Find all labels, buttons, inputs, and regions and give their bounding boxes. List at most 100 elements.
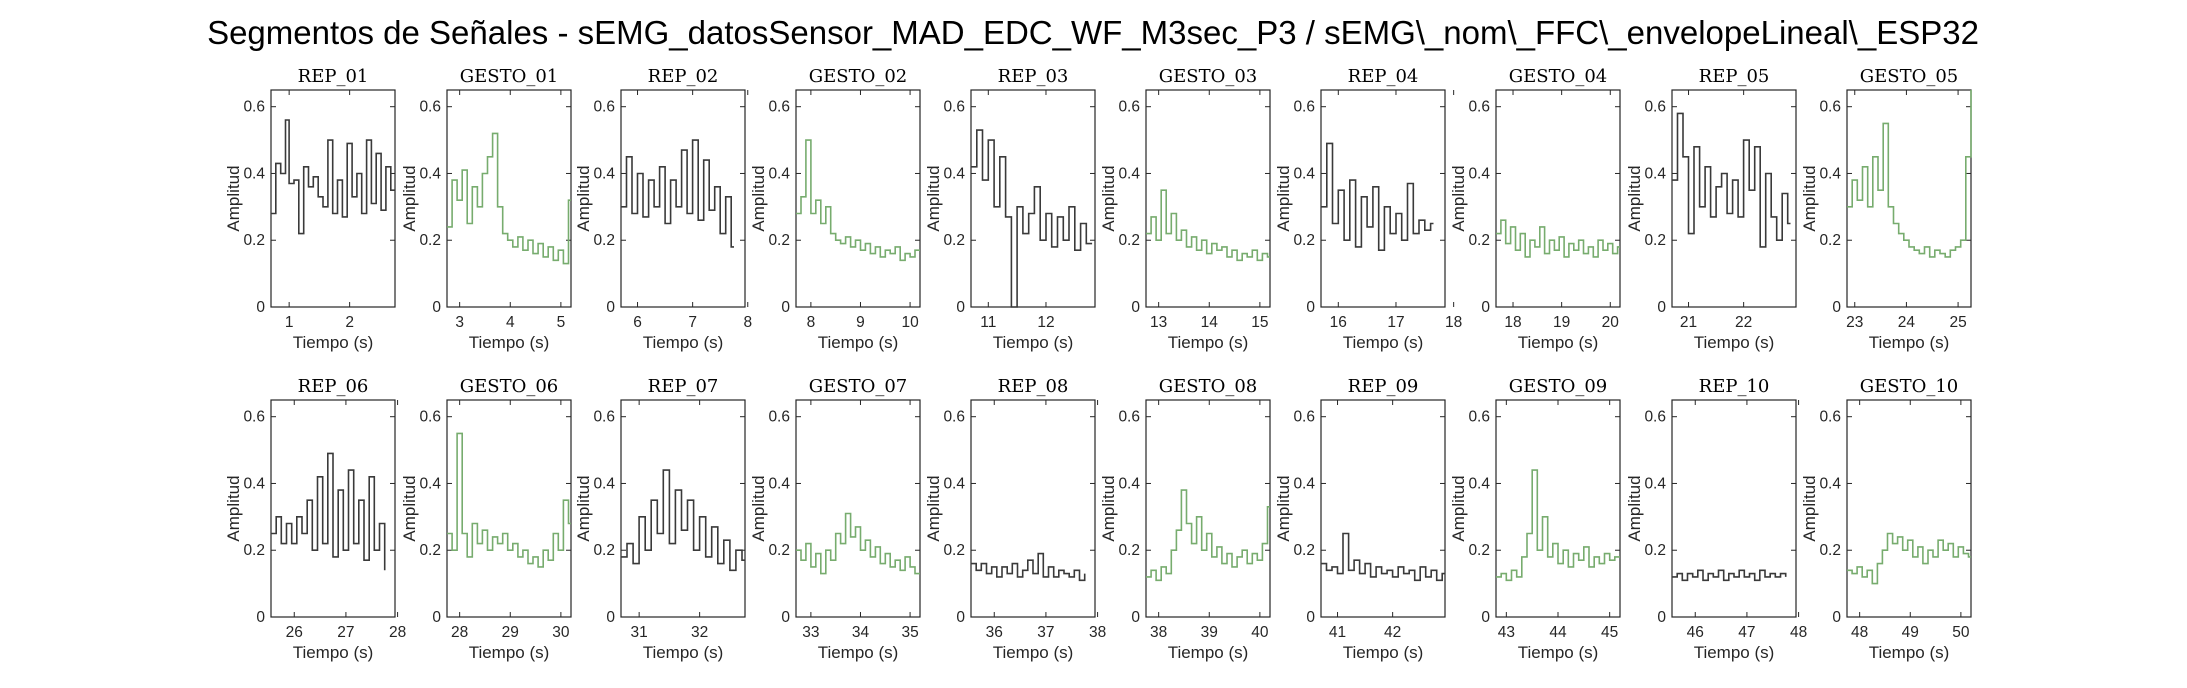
y-tick-label: 0.4 [1118, 475, 1140, 492]
x-tick-label: 28 [451, 624, 468, 641]
x-tick-label: 11 [980, 314, 996, 331]
series-line-gesto-04 [1496, 219, 1620, 258]
x-tick-label: 10 [901, 314, 919, 331]
x-tick-label: 22 [1735, 314, 1752, 331]
y-tick-label: 0.4 [943, 475, 965, 492]
x-tick-label: 8 [743, 314, 752, 331]
y-axis-label: Amplitud [400, 475, 419, 541]
subplot-title: GESTO_02 [809, 66, 908, 87]
y-tick-label: 0.6 [419, 409, 441, 426]
axes-box [1671, 399, 1797, 618]
x-tick-label: 21 [1680, 314, 1697, 331]
subplot-rep-02: REP_02 0 0.2 0.4 0.6 6 7 8 Tiempo (s) Amplitud [574, 66, 752, 352]
axes-box [1320, 89, 1446, 308]
y-tick-label: 0.6 [943, 409, 965, 426]
x-axis-label: Tiempo (s) [818, 643, 899, 662]
x-tick-label: 30 [552, 624, 570, 641]
x-tick-label: 45 [1601, 624, 1618, 641]
y-tick-label: 0.4 [1468, 165, 1490, 182]
x-axis-label: Tiempo (s) [1518, 643, 1599, 662]
y-tick-label: 0.4 [1293, 165, 1315, 182]
y-axis-label: Amplitud [1800, 165, 1819, 231]
y-tick-label: 0 [256, 609, 265, 626]
axes-box [970, 89, 1096, 308]
y-tick-label: 0.6 [1644, 409, 1666, 426]
x-tick-label: 9 [856, 314, 865, 331]
y-tick-label: 0.2 [1293, 232, 1315, 249]
y-tick-label: 0.6 [1118, 99, 1140, 116]
y-tick-label: 0 [1306, 299, 1315, 316]
y-tick-label: 0 [606, 299, 615, 316]
y-axis-label: Amplitud [924, 165, 943, 231]
subplot-title: GESTO_01 [460, 66, 559, 87]
subplot-title: REP_02 [648, 66, 719, 87]
y-tick-label: 0.4 [768, 165, 790, 182]
x-tick-label: 25 [1949, 314, 1966, 331]
subplot-title: GESTO_09 [1509, 376, 1608, 397]
y-axis-label: Amplitud [574, 475, 593, 541]
axes-box [446, 89, 572, 308]
y-tick-label: 0 [1306, 609, 1315, 626]
x-tick-label: 16 [1330, 314, 1347, 331]
x-tick-label: 44 [1549, 624, 1567, 641]
y-tick-label: 0.2 [768, 542, 790, 559]
x-axis-label: Tiempo (s) [469, 333, 550, 352]
subplot-title: GESTO_07 [809, 376, 908, 397]
x-tick-label: 27 [337, 624, 354, 641]
x-tick-label: 47 [1738, 624, 1755, 641]
subplot-title: REP_01 [298, 66, 369, 87]
y-tick-label: 0.2 [1468, 542, 1490, 559]
x-axis-label: Tiempo (s) [293, 643, 374, 662]
y-axis-label: Amplitud [1800, 475, 1819, 541]
y-tick-label: 0.6 [1468, 99, 1490, 116]
x-axis-label: Tiempo (s) [818, 333, 899, 352]
y-tick-label: 0.2 [943, 542, 965, 559]
y-tick-label: 0.2 [419, 542, 441, 559]
y-tick-label: 0 [256, 299, 265, 316]
y-tick-label: 0 [781, 609, 790, 626]
y-tick-label: 0.4 [1819, 475, 1841, 492]
subplot-rep-07: REP_07 0 0.2 0.4 0.6 31 32 Tiempo (s) Amplitud [574, 376, 746, 662]
series-line-rep-08 [971, 552, 1086, 582]
x-tick-label: 4 [506, 314, 515, 331]
y-axis-label: Amplitud [749, 475, 768, 541]
y-tick-label: 0.2 [1118, 542, 1140, 559]
subplot-grid: REP_01 0 0.2 0.4 0.6 1 2 Tiempo (s) Amplitud GEST… [224, 66, 1972, 662]
y-tick-label: 0.4 [243, 165, 265, 182]
y-axis-label: Amplitud [1449, 165, 1468, 231]
y-tick-label: 0.4 [593, 165, 615, 182]
subplot-rep-04: REP_04 0 0.2 0.4 0.6 16 17 18 Tiempo (s) Amplitud [1274, 66, 1462, 352]
subplot-gesto-05: GESTO_05 0 0.2 0.4 0.6 23 24 25 Tiempo (s) Amplit… [1800, 66, 1972, 352]
y-axis-label: Amplitud [1449, 475, 1468, 541]
y-tick-label: 0.6 [419, 99, 441, 116]
x-tick-label: 15 [1251, 314, 1268, 331]
y-tick-label: 0 [781, 299, 790, 316]
subplot-title: REP_08 [998, 376, 1069, 397]
y-tick-label: 0 [1131, 609, 1140, 626]
y-tick-label: 0 [1657, 609, 1666, 626]
x-tick-label: 12 [1037, 314, 1054, 331]
y-axis-label: Amplitud [1625, 475, 1644, 541]
x-tick-label: 29 [502, 624, 519, 641]
x-tick-label: 2 [345, 314, 354, 331]
y-tick-label: 0.6 [768, 409, 790, 426]
y-tick-label: 0 [1832, 299, 1841, 316]
x-tick-label: 38 [1089, 624, 1106, 641]
y-tick-label: 0.2 [1293, 542, 1315, 559]
series-line-gesto-08 [1146, 489, 1270, 582]
subplot-title: REP_09 [1348, 376, 1419, 397]
y-axis-label: Amplitud [749, 165, 768, 231]
y-axis-label: Amplitud [574, 165, 593, 231]
y-tick-label: 0 [956, 609, 965, 626]
figure-title: Segmentos de Señales - sEMG_datosSensor_… [207, 14, 1979, 51]
y-tick-label: 0.4 [1468, 475, 1490, 492]
x-tick-label: 31 [631, 624, 648, 641]
x-axis-label: Tiempo (s) [993, 643, 1074, 662]
series-line-rep-05 [1672, 112, 1791, 248]
subplot-title: GESTO_05 [1860, 66, 1959, 87]
y-tick-label: 0 [1657, 299, 1666, 316]
